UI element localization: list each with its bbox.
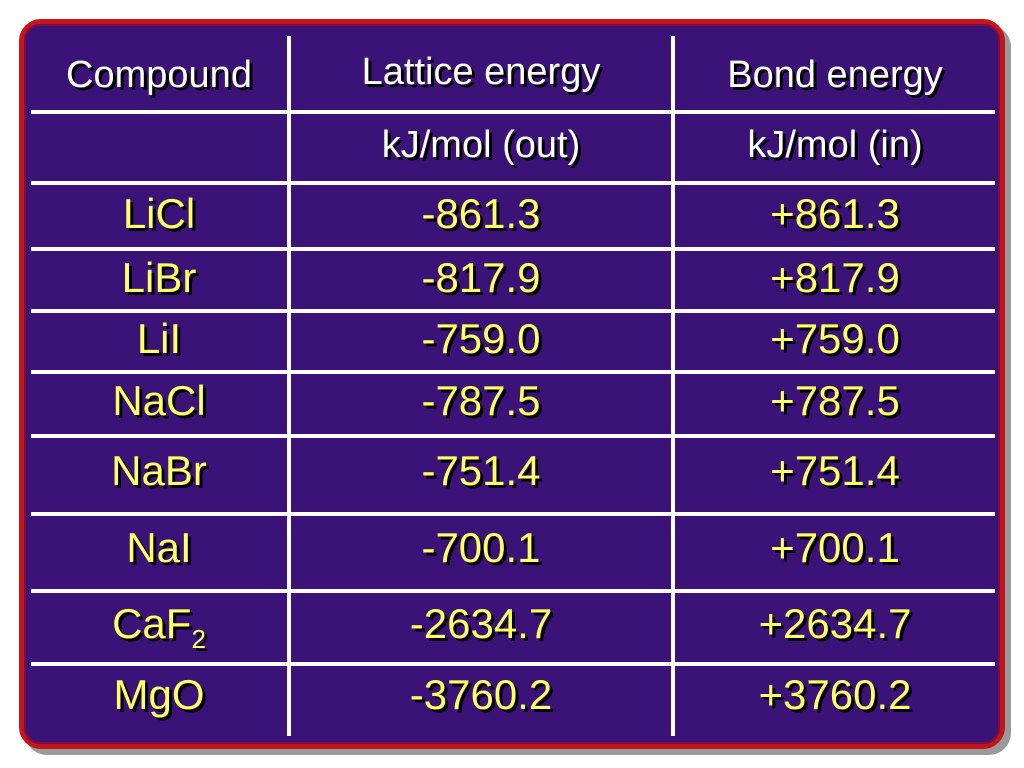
compound-cell: NaBr xyxy=(111,447,207,494)
column-header-compound: Compound xyxy=(66,54,252,96)
compound-cell: NaCl xyxy=(112,377,206,424)
column-header-bond-energy: Bond energy xyxy=(727,54,943,96)
lattice-energy-cell: -751.4 xyxy=(421,447,541,494)
grid-line xyxy=(31,370,995,374)
lattice-energy-cell: -759.0 xyxy=(421,315,541,362)
compound-cell: LiI xyxy=(136,315,182,362)
grid-line xyxy=(31,110,995,114)
bond-energy-cell: +700.1 xyxy=(770,524,900,571)
bond-energy-cell: +861.3 xyxy=(770,190,900,237)
compound-cell: MgO xyxy=(113,671,205,718)
bond-energy-cell: +759.0 xyxy=(770,315,900,362)
bond-energy-cell: +817.9 xyxy=(770,254,900,301)
bond-energy-cell: +751.4 xyxy=(770,447,900,494)
grid-line xyxy=(671,36,675,736)
bond-energy-cell: +787.5 xyxy=(770,377,900,424)
compound-cell: NaI xyxy=(126,524,192,571)
lattice-energy-cell: -861.3 xyxy=(421,190,541,237)
grid-line xyxy=(31,512,995,516)
grid-line xyxy=(287,36,291,736)
grid-line xyxy=(31,309,995,313)
unit-label-lattice: kJ/mol (out) xyxy=(381,124,581,166)
lattice-energy-cell: -817.9 xyxy=(421,254,541,301)
compound-cell: CaF2 xyxy=(112,600,206,654)
compound-cell: LiCl xyxy=(122,190,196,237)
lattice-energy-cell: -700.1 xyxy=(421,524,541,571)
grid-line xyxy=(31,662,995,666)
bond-energy-cell: +2634.7 xyxy=(758,600,912,647)
unit-label-bond: kJ/mol (in) xyxy=(747,124,923,166)
lattice-energy-cell: -2634.7 xyxy=(409,600,553,647)
grid-line xyxy=(31,247,995,251)
table-frame xyxy=(19,19,1005,749)
compound-cell: LiBr xyxy=(121,254,197,301)
grid-line xyxy=(31,434,995,438)
grid-line xyxy=(31,589,995,593)
grid-line xyxy=(31,181,995,185)
lattice-energy-cell: -3760.2 xyxy=(409,671,553,718)
bond-energy-cell: +3760.2 xyxy=(758,671,912,718)
column-header-lattice-energy: Lattice energy xyxy=(361,51,601,93)
lattice-energy-cell: -787.5 xyxy=(421,377,541,424)
